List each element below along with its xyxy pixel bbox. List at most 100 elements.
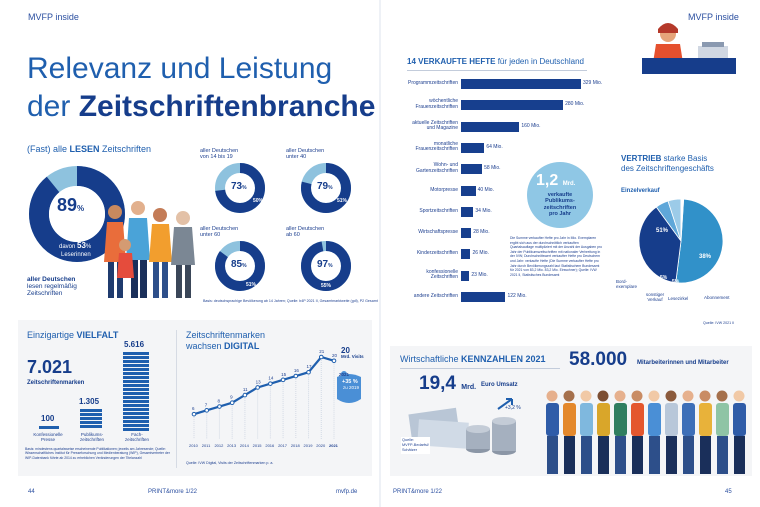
sold-bar-value: 329 Mio. <box>583 80 603 86</box>
employee-body <box>614 403 627 436</box>
variety-note: Basis: mindestens quartalsweise erschein… <box>25 447 170 460</box>
variety-stack-line <box>123 364 149 367</box>
employee-body <box>682 403 695 436</box>
sold-bar-value: 122 Mio. <box>507 293 527 299</box>
employee-head <box>597 390 609 402</box>
right-footer-page: 45 <box>725 489 732 495</box>
employee-body <box>665 403 678 436</box>
variety-heading: Einzigartige VIELFALT <box>27 330 119 340</box>
employee-head <box>580 390 592 402</box>
pie-label-1: 51% <box>656 228 669 234</box>
sold-bar <box>461 121 520 132</box>
variety-stack-line <box>123 360 149 363</box>
line-chart-data-label: 9 <box>230 395 233 400</box>
employee-body <box>546 403 559 436</box>
employee-body <box>699 403 712 436</box>
donut4-pct: 97% <box>317 259 333 270</box>
sold-bar-value: 64 Mio. <box>486 143 503 150</box>
sold-bubble <box>527 162 593 228</box>
sold-bar-value: 34 Mio. <box>475 207 492 214</box>
donut4-label: aller Deutschen ab 60 <box>286 226 325 239</box>
sold-bubble-big: 1,2 Mrd. <box>536 172 576 189</box>
line-chart-data-label: 14 <box>268 376 274 381</box>
vertrieb-heading-1: VERTRIEB starke Basis <box>621 154 708 163</box>
line-chart-point <box>204 408 210 413</box>
digital-callout-unit: Mrd. Visits <box>341 354 364 359</box>
line-chart-data-label: 13 <box>256 379 262 384</box>
sold-bar <box>461 228 472 239</box>
variety-stack-line <box>123 400 149 403</box>
left-footer-url[interactable]: mvfp.de <box>336 489 358 495</box>
variety-stack-line <box>123 356 149 359</box>
left-header: MVFP inside <box>28 12 79 22</box>
line-chart-x-tick: 2020 <box>316 443 326 448</box>
pie-label-3: 5% <box>660 275 668 281</box>
page-title-line2: der Zeitschriftenbranche <box>27 90 376 123</box>
variety-stack-line <box>123 416 149 419</box>
variety-stack-line <box>123 352 149 355</box>
sold-bar-label: aktuelle Zeitschriften und Magazine <box>412 119 458 132</box>
variety-stack-line <box>80 409 102 412</box>
line-chart-data-label: 11 <box>243 387 248 392</box>
variety-v1: 100 <box>41 414 55 423</box>
umsatz-value: 19,4 Mrd. <box>419 373 477 394</box>
line-chart-point <box>268 381 273 386</box>
sold-bar <box>461 249 471 260</box>
variety-stack-line <box>123 412 149 415</box>
employee-head <box>733 390 745 402</box>
line-chart-x-tick: 2010 <box>189 443 199 448</box>
donut3 <box>215 241 265 291</box>
employee-head <box>699 390 711 402</box>
employee-legs <box>598 436 609 474</box>
donut1-inner: 50% <box>253 198 264 204</box>
page-title-line1: Relevanz und Leistung <box>27 52 333 85</box>
variety-stack-line <box>123 408 149 411</box>
line-chart-point <box>242 392 248 398</box>
pie-slice <box>675 198 724 284</box>
employee-body <box>716 403 729 436</box>
sold-bar <box>461 79 581 89</box>
line-chart-data-label: 17 <box>307 364 313 369</box>
sold-bar-label: wöchentliche Frauenzeitschriften <box>415 98 458 110</box>
variety-stack-1 <box>39 426 59 430</box>
employee-legs <box>564 436 575 474</box>
left-footer-page: 44 <box>28 489 35 495</box>
pie-lese: Lesezirkel <box>668 296 689 301</box>
sold-bar-value: 280 Mio. <box>565 101 585 108</box>
employee-head <box>716 390 728 402</box>
readers-heading: (Fast) alle LESEN Zeitschriften <box>27 144 152 154</box>
line-chart-x-tick: 2015 <box>253 443 263 448</box>
variety-stack-line <box>123 396 149 399</box>
readers-sub-line2: Leserinnen <box>61 252 91 258</box>
employee-legs <box>615 436 626 474</box>
line-chart-x-tick: 2017 <box>278 443 288 448</box>
sold-bar <box>461 142 485 153</box>
variety-v2: 1.305 <box>79 397 100 406</box>
sold-bar-value: 23 Mio. <box>471 271 488 278</box>
line-chart-data-label: 6 <box>192 406 195 411</box>
employee-legs <box>717 436 728 474</box>
line-chart-point <box>331 358 337 364</box>
vertrieb-einzel: Einzelverkauf <box>621 188 660 194</box>
umsatz-delta: +3,2 % <box>505 405 521 411</box>
variety-stack-line <box>123 428 149 431</box>
line-chart-x-tick: 2012 <box>214 443 224 448</box>
employee-legs <box>581 436 592 474</box>
donut3-inner: 51% <box>246 282 257 288</box>
money-illustration <box>408 398 516 455</box>
sold-bar-value: 26 Mio. <box>472 250 489 257</box>
digital-heading-2: wachsen DIGITAL <box>186 341 260 351</box>
variety-stack-line <box>123 424 149 427</box>
variety-l3: Fach-zeitschriften <box>124 432 149 443</box>
sold-bar <box>461 270 470 281</box>
line-chart-series <box>193 355 335 416</box>
donut4-inner: 55% <box>321 283 332 289</box>
umsatz-quelle: Quelle: MVFP-Bedarfsl/Schätzer <box>401 437 430 454</box>
kennzahlen-rule <box>400 368 560 369</box>
digital-callout-year: 2021 <box>339 372 350 377</box>
variety-v3: 5.616 <box>124 340 145 349</box>
readers-main-pct: 89% <box>57 195 85 215</box>
vertrieb-source: Quelle: IVW 2021 II <box>703 321 735 325</box>
variety-l2: Publikums-zeitschriften <box>79 432 104 443</box>
donut1-label: aller Deutschen von 14 bis 19 <box>200 148 239 161</box>
